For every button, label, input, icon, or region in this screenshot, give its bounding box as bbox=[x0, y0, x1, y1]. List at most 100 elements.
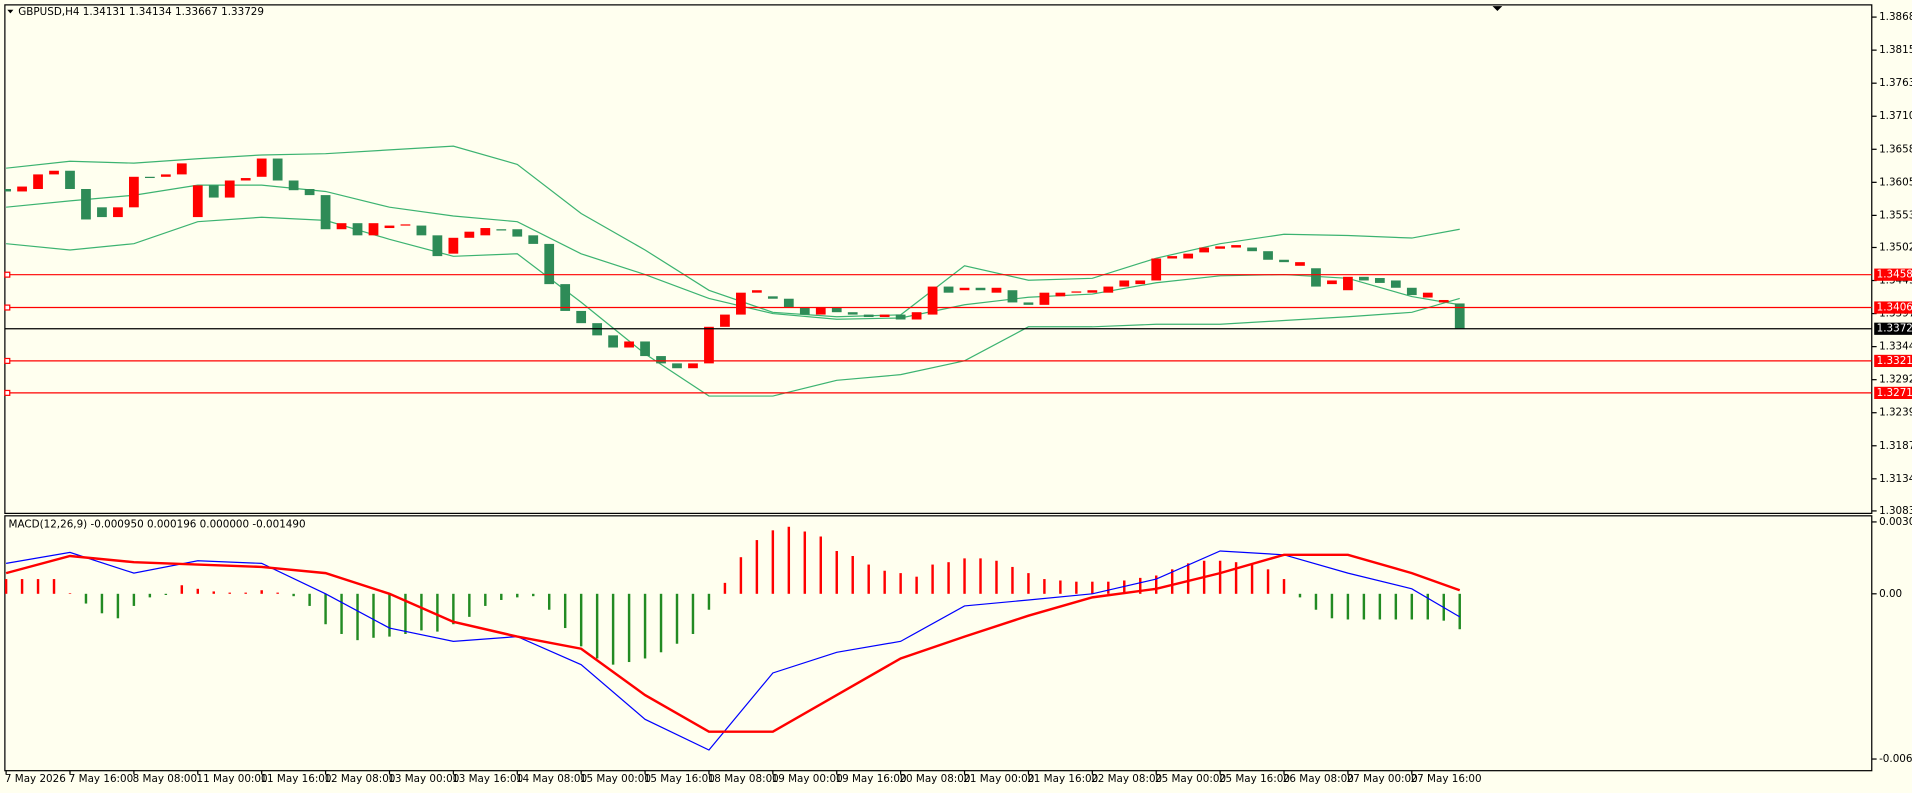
candle bbox=[1406, 287, 1417, 296]
candle bbox=[991, 287, 1002, 293]
histogram-bar bbox=[1298, 593, 1302, 598]
candle bbox=[1422, 292, 1433, 298]
candle bbox=[49, 170, 59, 175]
candle bbox=[847, 312, 858, 315]
candle bbox=[751, 290, 762, 293]
level-tag bbox=[1874, 354, 1912, 368]
y-tick-label: 1.38155 bbox=[1879, 44, 1912, 56]
histogram-bar bbox=[1394, 593, 1398, 620]
indicator-line bbox=[5, 553, 1461, 733]
histogram-bar bbox=[659, 593, 663, 653]
histogram-bar bbox=[148, 593, 152, 598]
candle bbox=[560, 284, 571, 311]
menu-marker bbox=[7, 9, 14, 14]
histogram-bar bbox=[1314, 593, 1318, 610]
candle bbox=[1039, 292, 1050, 305]
histogram-bar bbox=[627, 593, 631, 663]
y-tick-label: 1.36580 bbox=[1879, 143, 1912, 155]
histogram-bar bbox=[196, 588, 200, 594]
y-tick-label: 1.31345 bbox=[1879, 473, 1912, 485]
x-tick-label: 13 May 00:00 bbox=[388, 773, 459, 785]
candle bbox=[1135, 280, 1146, 285]
candle bbox=[1183, 253, 1194, 259]
candle bbox=[1390, 280, 1401, 288]
candle bbox=[688, 363, 698, 369]
candle bbox=[1215, 246, 1225, 249]
candle bbox=[1374, 278, 1385, 283]
candle bbox=[17, 186, 27, 192]
histogram-bar bbox=[500, 593, 503, 600]
candle bbox=[352, 223, 363, 236]
candle bbox=[624, 341, 634, 348]
histogram-bar bbox=[1330, 593, 1334, 619]
candle bbox=[1438, 299, 1449, 303]
candle bbox=[97, 207, 107, 218]
histogram-bar bbox=[883, 570, 886, 594]
histogram-bar bbox=[276, 592, 279, 594]
histogram-bar bbox=[516, 593, 519, 598]
histogram-bar bbox=[579, 593, 583, 647]
histogram-bar bbox=[675, 593, 679, 644]
candle bbox=[1167, 256, 1178, 259]
y-tick-label: 0.00 bbox=[1879, 588, 1902, 600]
candle bbox=[1071, 291, 1082, 293]
y-tick-label: 1.31870 bbox=[1879, 440, 1912, 452]
histogram-bar bbox=[228, 592, 231, 594]
histogram-bar bbox=[915, 576, 918, 594]
histogram-bar bbox=[867, 564, 870, 594]
histogram-bar bbox=[1059, 580, 1062, 594]
x-tick-label: 27 May 00:00 bbox=[1347, 773, 1418, 785]
y-tick-label: 1.35530 bbox=[1879, 209, 1912, 221]
x-tick-label: 21 May 00:00 bbox=[963, 773, 1034, 785]
x-tick-label: 26 May 08:00 bbox=[1283, 773, 1354, 785]
candle bbox=[736, 292, 746, 315]
candle bbox=[831, 307, 842, 313]
candle bbox=[113, 207, 123, 218]
x-tick-label: 18 May 08:00 bbox=[708, 773, 779, 785]
histogram-bar bbox=[1155, 575, 1158, 594]
histogram-bar bbox=[595, 593, 599, 659]
histogram-bar bbox=[532, 593, 535, 597]
candle bbox=[911, 312, 922, 320]
candle bbox=[416, 225, 427, 236]
axes: 1.38680 1.38155 1.37630 1.37105 1.36580 1.360… bbox=[4, 11, 1912, 785]
indicator-line bbox=[5, 550, 1461, 751]
candle bbox=[160, 174, 171, 177]
candle bbox=[959, 287, 970, 291]
histogram-bar bbox=[611, 593, 615, 665]
candle bbox=[975, 287, 986, 291]
histogram-bar bbox=[1186, 563, 1190, 594]
histogram-bar bbox=[68, 593, 72, 594]
candle bbox=[512, 229, 523, 237]
x-tick-label: 11 May 00:00 bbox=[197, 773, 268, 785]
histogram-bar bbox=[436, 593, 439, 632]
candle bbox=[927, 286, 938, 315]
histogram-bar bbox=[771, 530, 775, 594]
macd-panel bbox=[4, 515, 1873, 772]
histogram-bar bbox=[563, 593, 567, 629]
histogram-bar bbox=[1410, 593, 1414, 620]
y-tick-label: 1.37630 bbox=[1879, 77, 1912, 89]
candle bbox=[1343, 276, 1353, 291]
x-tick-label: 25 May 16:00 bbox=[1219, 773, 1290, 785]
candle bbox=[192, 185, 203, 218]
level-label: 1.34588 bbox=[1877, 269, 1912, 281]
x-tick-label: 8 May 08:00 bbox=[133, 773, 197, 785]
candle bbox=[400, 224, 411, 226]
y-tick-label: 1.36055 bbox=[1879, 176, 1912, 188]
candle bbox=[1263, 251, 1273, 260]
histogram-bar bbox=[1282, 579, 1286, 594]
y-tick-label: 1.32395 bbox=[1879, 407, 1912, 419]
histogram-bar bbox=[707, 593, 711, 610]
candle bbox=[879, 314, 890, 318]
candle bbox=[256, 158, 267, 177]
histogram-bar bbox=[180, 585, 184, 594]
candle bbox=[799, 307, 810, 315]
x-tick-label: 20 May 08:00 bbox=[899, 773, 970, 785]
candle bbox=[704, 326, 714, 364]
candle bbox=[1327, 280, 1337, 285]
indicator-line bbox=[6, 216, 1460, 397]
